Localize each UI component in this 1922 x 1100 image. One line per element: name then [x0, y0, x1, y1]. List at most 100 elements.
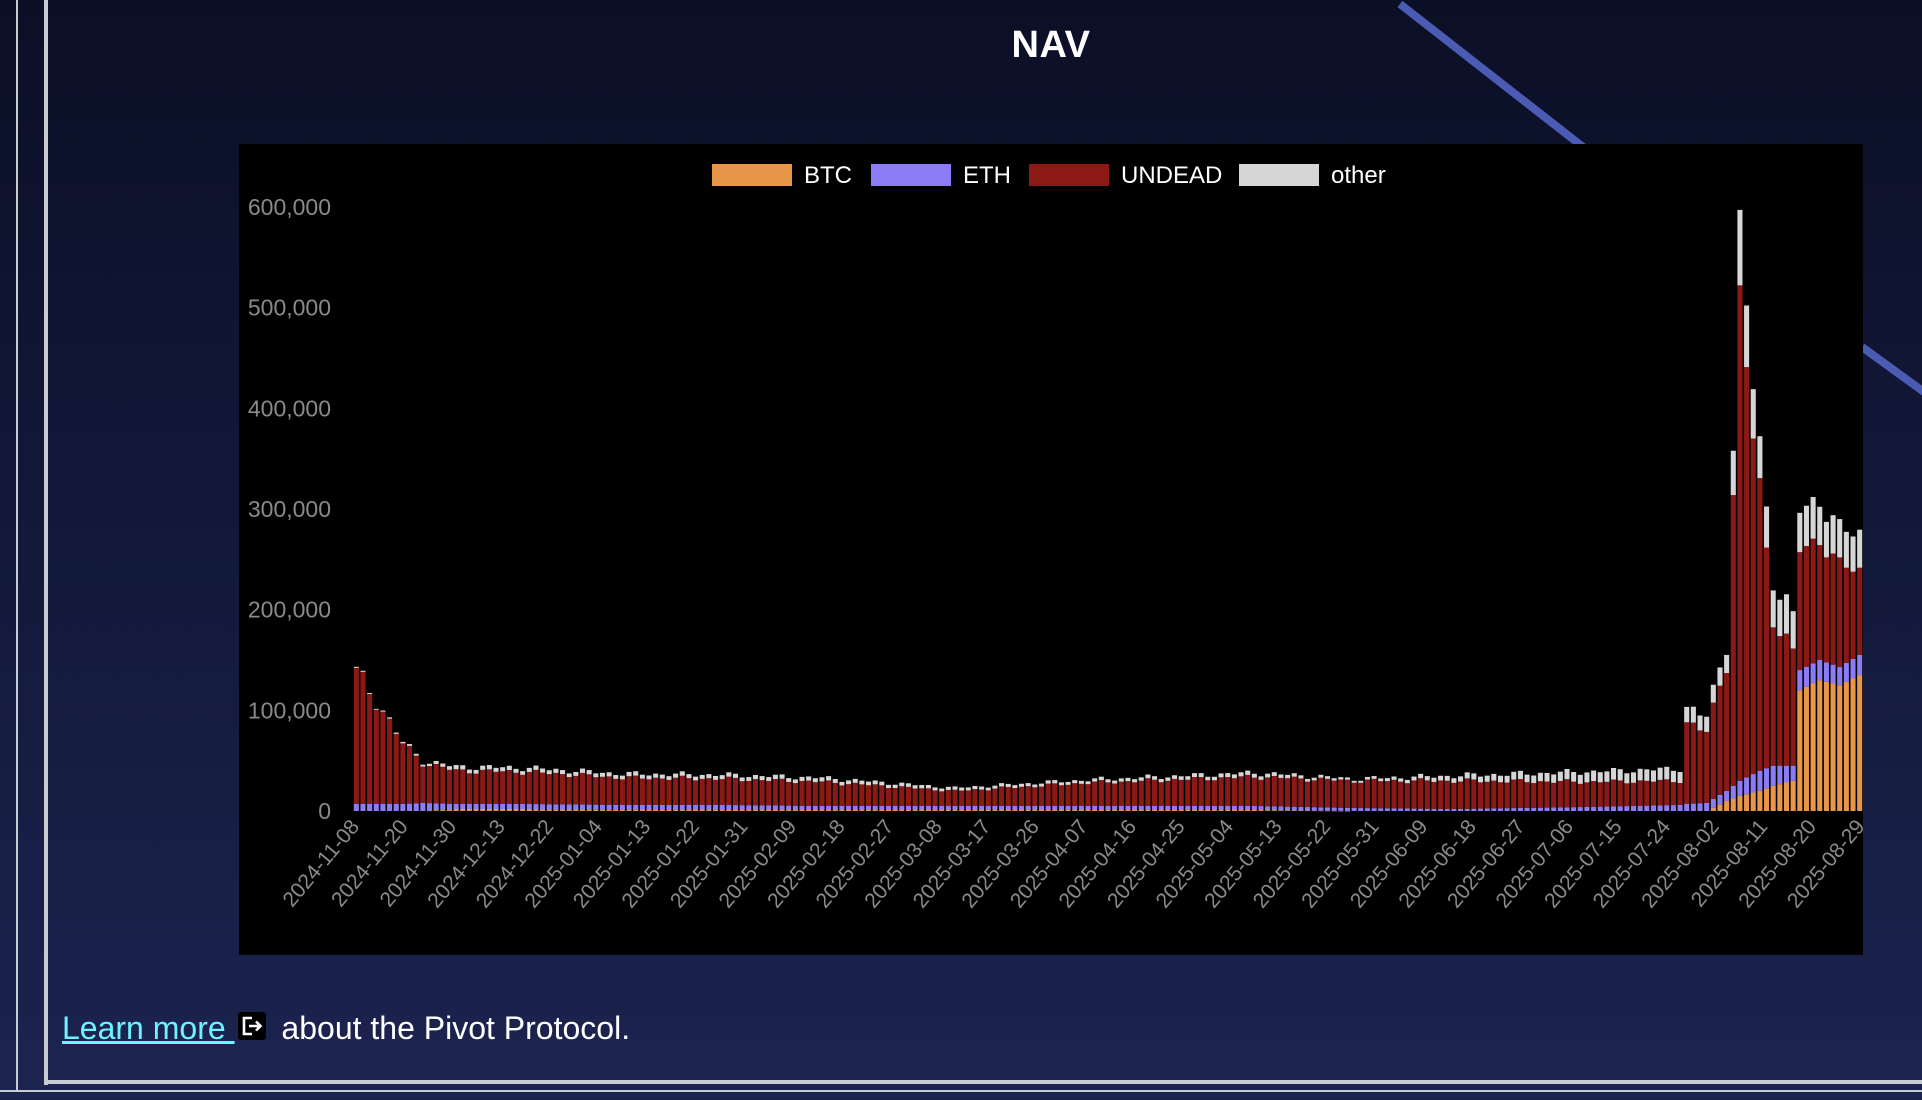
- bar-other: [573, 772, 579, 776]
- bar-eth: [540, 804, 546, 810]
- bar-btc: [799, 809, 805, 811]
- bar-btc: [1165, 809, 1171, 811]
- bar-undead: [619, 779, 625, 805]
- legend-swatch-eth[interactable]: [871, 164, 951, 186]
- bar-btc: [806, 809, 812, 811]
- bar-btc: [1225, 809, 1231, 811]
- bar-undead: [1764, 547, 1770, 769]
- bar-eth: [1783, 765, 1790, 783]
- bar-undead: [353, 667, 359, 804]
- bar-other: [1517, 770, 1523, 780]
- bar-other: [540, 768, 546, 773]
- bar-other: [1391, 776, 1397, 780]
- bar-btc: [746, 809, 752, 811]
- bar-eth: [985, 805, 991, 810]
- bar-undead: [1351, 782, 1357, 808]
- bar-other: [1737, 209, 1743, 286]
- bar-other: [1644, 769, 1650, 781]
- bar-eth: [1245, 805, 1251, 810]
- bar-eth: [1338, 807, 1344, 811]
- bar-eth: [799, 805, 805, 810]
- bar-other: [1318, 774, 1324, 778]
- bar-btc: [752, 809, 758, 811]
- bar-undead: [1404, 783, 1410, 809]
- bar-undead: [1783, 633, 1790, 766]
- bar-eth: [1265, 806, 1271, 811]
- bar-eth: [899, 805, 905, 810]
- y-tick-label: 300,000: [248, 496, 331, 522]
- bar-btc: [1065, 809, 1071, 811]
- bar-eth: [779, 805, 785, 810]
- bar-undead: [852, 782, 858, 806]
- legend-swatch-btc[interactable]: [712, 164, 792, 186]
- bar-undead: [1584, 782, 1590, 807]
- bar-eth: [1152, 805, 1158, 810]
- bar-other: [1730, 450, 1736, 496]
- bar-other: [619, 775, 625, 780]
- bar-eth: [373, 803, 379, 811]
- bar-eth: [939, 805, 945, 810]
- bar-other: [1072, 780, 1078, 784]
- bar-other: [1145, 774, 1151, 779]
- bar-undead: [1364, 779, 1370, 809]
- bar-btc: [1258, 810, 1264, 811]
- bar-undead: [1145, 778, 1151, 806]
- bar-btc: [486, 808, 492, 811]
- bar-other: [1198, 773, 1204, 778]
- bar-other: [1458, 776, 1464, 782]
- bar-undead: [1225, 777, 1231, 806]
- legend-label-other[interactable]: other: [1331, 162, 1386, 189]
- bar-eth: [1198, 805, 1204, 810]
- bar-btc: [979, 809, 985, 811]
- bar-undead: [1132, 782, 1138, 806]
- bar-eth: [1477, 808, 1484, 811]
- bar-eth: [533, 804, 539, 810]
- bar-btc: [1112, 809, 1118, 811]
- legend-label-undead[interactable]: UNDEAD: [1121, 162, 1222, 189]
- bar-undead: [599, 776, 605, 805]
- bar-other: [1298, 775, 1304, 779]
- bar-btc: [965, 809, 971, 811]
- bar-other: [972, 785, 978, 790]
- bar-btc: [766, 809, 772, 811]
- bar-eth: [639, 804, 645, 810]
- bar-btc: [1158, 809, 1164, 811]
- legend-label-eth[interactable]: ETH: [963, 162, 1011, 189]
- bar-eth: [1458, 808, 1464, 811]
- bar-eth: [1657, 805, 1663, 811]
- bar-undead: [965, 790, 971, 806]
- bar-undead: [1185, 779, 1191, 806]
- bar-other: [979, 786, 985, 790]
- bar-undead: [1677, 782, 1683, 805]
- bar-eth: [965, 805, 971, 810]
- bar-eth: [1005, 805, 1011, 810]
- bar-eth: [446, 803, 452, 810]
- bar-eth: [593, 804, 599, 810]
- bar-eth: [1770, 765, 1776, 786]
- bar-other: [952, 786, 958, 790]
- bar-other: [985, 787, 991, 791]
- external-link-icon[interactable]: [237, 1011, 267, 1041]
- bar-other: [1178, 776, 1184, 780]
- left-frame-inner-line: [44, 0, 48, 1085]
- bar-btc: [493, 808, 499, 811]
- bar-other: [367, 692, 373, 694]
- bar-eth: [1211, 805, 1217, 810]
- legend-label-btc[interactable]: BTC: [804, 162, 852, 189]
- legend-swatch-undead[interactable]: [1029, 164, 1109, 186]
- bar-eth: [1078, 805, 1084, 810]
- legend-swatch-other[interactable]: [1239, 164, 1319, 186]
- bar-undead: [593, 777, 599, 805]
- bar-btc: [686, 809, 692, 811]
- bar-undead: [1591, 781, 1597, 807]
- bar-eth: [1105, 805, 1111, 810]
- bar-btc: [1817, 680, 1823, 811]
- bar-btc: [1278, 810, 1284, 811]
- footer-suffix: about the Pivot Protocol.: [272, 1010, 631, 1046]
- bar-other: [1012, 785, 1018, 789]
- bar-undead: [626, 776, 632, 805]
- bar-undead: [786, 781, 792, 806]
- bar-undead: [1411, 780, 1417, 809]
- bar-other: [1650, 770, 1656, 782]
- learn-more-link[interactable]: Learn more: [62, 1010, 235, 1046]
